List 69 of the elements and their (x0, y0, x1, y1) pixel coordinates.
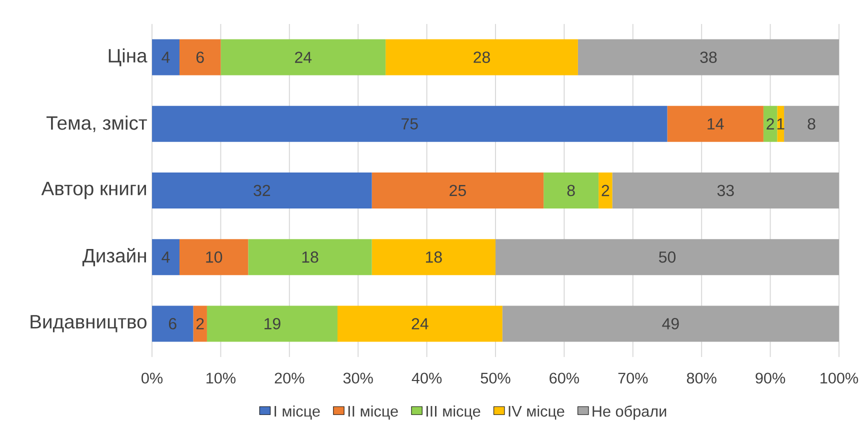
bar (502, 306, 839, 342)
x-tick-label: 60% (550, 372, 579, 384)
legend-label: III місце (426, 405, 480, 420)
data-label: 6 (168, 318, 176, 330)
data-label: 18 (426, 251, 442, 263)
data-label: 50 (659, 251, 676, 263)
data-label: 24 (295, 52, 312, 63)
x-tick-label: 100% (820, 372, 858, 384)
y-tick-label: Дизайн (82, 248, 146, 266)
bar (544, 172, 599, 208)
data-label: 49 (662, 318, 679, 330)
data-label: 8 (567, 184, 575, 196)
y-tick-label: Тема, зміст (46, 116, 147, 132)
data-label: 33 (717, 184, 734, 196)
data-label: 14 (708, 118, 724, 130)
data-label: 32 (254, 184, 270, 196)
bar (372, 239, 496, 276)
bar (386, 39, 578, 76)
data-label: 2 (766, 118, 774, 130)
bar (152, 239, 180, 276)
data-label: 4 (162, 252, 170, 263)
x-tick-label: 20% (274, 372, 304, 384)
data-label: 18 (302, 251, 318, 263)
bar (496, 239, 839, 276)
bar (152, 172, 372, 208)
bar (206, 306, 338, 342)
bar (220, 39, 386, 76)
y-tick-label: Видавництво (30, 315, 146, 332)
data-label: 8 (808, 118, 816, 130)
bar (372, 172, 544, 208)
bar (578, 39, 839, 76)
bar (179, 239, 248, 276)
legend-label: II місце (348, 405, 398, 420)
data-label: 4 (162, 52, 170, 63)
x-tick-label: 30% (343, 372, 373, 384)
legend-label: I місце (274, 405, 320, 420)
x-tick-label: 90% (756, 372, 786, 384)
bar (763, 106, 778, 142)
y-tick-label: Автор книги (41, 182, 146, 200)
data-label: 75 (402, 118, 418, 130)
bar (248, 239, 372, 276)
bar (193, 306, 207, 342)
data-label: 38 (700, 52, 717, 63)
bar (152, 106, 668, 142)
legend-label: Не обрали (592, 405, 666, 420)
x-tick-label: 10% (206, 372, 236, 384)
x-tick-label: 0% (142, 372, 163, 384)
bar (338, 306, 502, 342)
bar (152, 306, 194, 342)
bar (598, 172, 612, 208)
data-label: 6 (196, 52, 204, 63)
x-tick-label: 80% (686, 372, 716, 384)
bar (179, 39, 221, 76)
data-label: 19 (264, 318, 280, 330)
legend-label: IV місце (508, 405, 564, 420)
y-tick-label: Ціна (108, 48, 148, 66)
data-label: 24 (412, 318, 428, 330)
x-tick-label: 70% (618, 372, 648, 384)
bar (667, 106, 764, 142)
bar (152, 39, 180, 76)
data-label: 25 (450, 184, 466, 196)
x-tick-label: 50% (480, 372, 510, 384)
x-tick-label: 40% (412, 372, 442, 384)
data-label: 28 (474, 52, 490, 63)
bar (612, 172, 839, 208)
bar (784, 106, 839, 142)
data-label: 2 (196, 318, 204, 330)
data-label: 2 (602, 184, 610, 196)
data-label: 10 (206, 251, 222, 263)
